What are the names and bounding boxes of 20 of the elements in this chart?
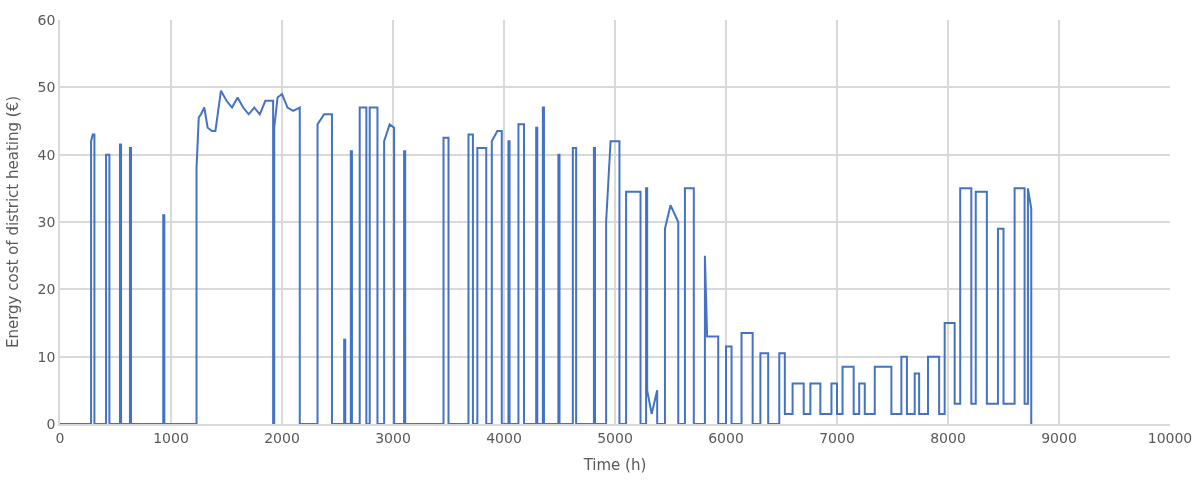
y-tick-label: 20 <box>37 281 56 298</box>
x-tick-label: 9000 <box>1041 429 1077 446</box>
x-tick-label: 8000 <box>930 429 966 446</box>
line-series <box>60 89 1034 424</box>
y-tick-label: 50 <box>37 79 56 96</box>
y-tick-label: 30 <box>37 213 56 230</box>
x-tick-label: 6000 <box>708 429 744 446</box>
y-tick-label: 40 <box>37 146 56 163</box>
x-tick-label: 1000 <box>153 429 189 446</box>
x-tick-label: 2000 <box>264 429 300 446</box>
x-tick-label: 3000 <box>375 429 411 446</box>
y-tick-label: 60 <box>37 11 56 28</box>
y-tick-label: 0 <box>46 415 56 432</box>
x-tick-label: 7000 <box>819 429 855 446</box>
y-axis-title: Energy cost of district heating (€) <box>4 95 23 349</box>
y-tick-label: 10 <box>37 348 56 365</box>
x-axis-title: Time (h) <box>582 456 647 475</box>
x-tick-label: 10000 <box>1147 429 1193 446</box>
x-tick-label: 4000 <box>486 429 522 446</box>
x-tick-label: 5000 <box>597 429 633 446</box>
